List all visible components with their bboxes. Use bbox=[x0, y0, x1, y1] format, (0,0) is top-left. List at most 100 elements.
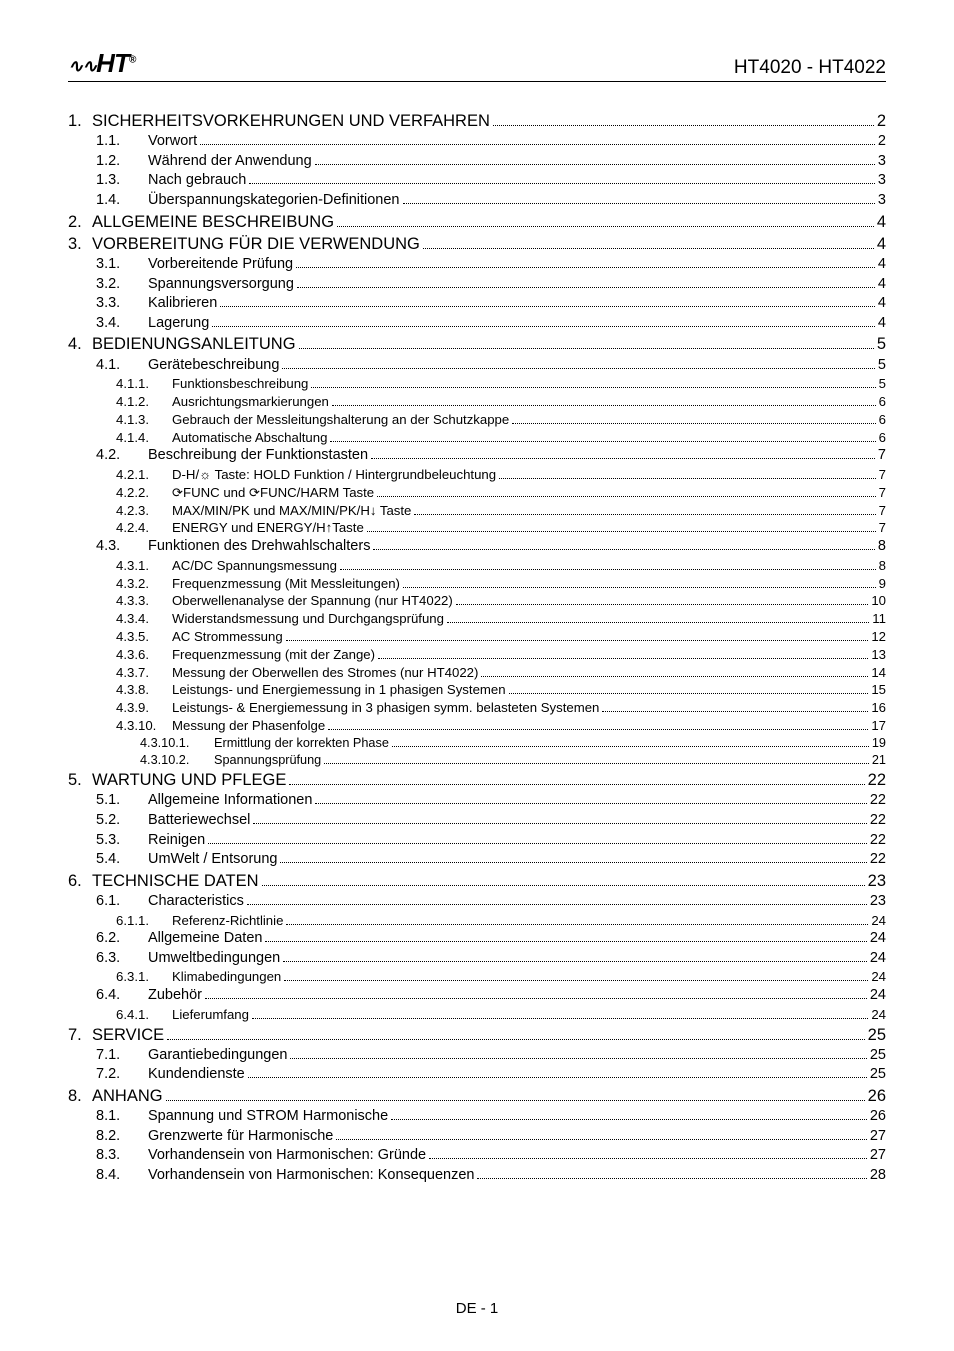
toc-entry-title: Frequenzmessung (Mit Messleitungen) bbox=[172, 575, 400, 593]
toc-entry-number: 2. bbox=[68, 211, 92, 233]
toc-entry-page: 14 bbox=[871, 664, 886, 682]
toc-entry-title: BEDIENUNGSANLEITUNG bbox=[92, 333, 296, 355]
toc-entry-title: Funktionen des Drehwahlschalters bbox=[148, 537, 370, 557]
toc-entry-title: Ermittlung der korrekten Phase bbox=[214, 735, 389, 752]
toc-leader-dots bbox=[499, 478, 876, 479]
toc-entry-page: 7 bbox=[879, 484, 886, 502]
toc-entry-page: 3 bbox=[878, 152, 886, 172]
toc-leader-dots bbox=[378, 658, 868, 659]
toc-leader-dots bbox=[403, 587, 876, 588]
toc-entry-page: 7 bbox=[878, 446, 886, 466]
toc-entry: 1.SICHERHEITSVORKEHRUNGEN UND VERFAHREN2 bbox=[68, 110, 886, 132]
toc-entry-number: 4.2.4. bbox=[116, 519, 172, 537]
toc-leader-dots bbox=[200, 144, 875, 145]
toc-entry-page: 24 bbox=[870, 949, 886, 969]
toc-entry-page: 17 bbox=[871, 717, 886, 735]
toc-entry-number: 4.3.10.2. bbox=[140, 752, 214, 769]
toc-entry-title: Messung der Phasenfolge bbox=[172, 717, 325, 735]
toc-entry-number: 5.1. bbox=[96, 791, 148, 811]
toc-entry-number: 3.3. bbox=[96, 294, 148, 314]
toc-entry: 6.TECHNISCHE DATEN23 bbox=[68, 870, 886, 892]
toc-leader-dots bbox=[392, 746, 869, 747]
toc-entry-title: ALLGEMEINE BESCHREIBUNG bbox=[92, 211, 334, 233]
toc-entry: 4.1.4.Automatische Abschaltung6 bbox=[116, 429, 886, 447]
toc-leader-dots bbox=[328, 729, 868, 730]
logo-wave-icon: ∿∿ bbox=[68, 56, 96, 76]
toc-leader-dots bbox=[205, 998, 867, 999]
toc-leader-dots bbox=[296, 267, 875, 268]
toc-entry-number: 1.1. bbox=[96, 132, 148, 152]
toc-leader-dots bbox=[377, 496, 876, 497]
toc-entry-page: 27 bbox=[870, 1146, 886, 1166]
toc-entry: 4.3.10.1.Ermittlung der korrekten Phase1… bbox=[140, 735, 886, 752]
toc-entry-page: 9 bbox=[879, 575, 886, 593]
toc-entry-title: WARTUNG UND PFLEGE bbox=[92, 769, 286, 791]
toc-entry: 4.3.5.AC Strommessung12 bbox=[116, 628, 886, 646]
toc-entry-title: D-H/☼ Taste: HOLD Funktion / Hintergrund… bbox=[172, 466, 496, 484]
toc-leader-dots bbox=[262, 885, 865, 886]
toc-entry-page: 13 bbox=[871, 646, 886, 664]
toc-entry-number: 4.3.8. bbox=[116, 681, 172, 699]
toc-entry-title: Überspannungskategorien-Definitionen bbox=[148, 191, 400, 211]
toc-entry-page: 24 bbox=[871, 1006, 886, 1024]
toc-leader-dots bbox=[212, 326, 875, 327]
toc-entry: 6.1.1.Referenz-Richtlinie24 bbox=[116, 912, 886, 930]
toc-entry-number: 4.1.2. bbox=[116, 393, 172, 411]
toc-entry-number: 7. bbox=[68, 1024, 92, 1046]
toc-entry-number: 4.3.5. bbox=[116, 628, 172, 646]
toc-entry-title: TECHNISCHE DATEN bbox=[92, 870, 259, 892]
toc-entry-title: Spannung und STROM Harmonische bbox=[148, 1107, 388, 1127]
toc-entry-page: 26 bbox=[868, 1085, 886, 1107]
toc-entry: 5.2.Batteriewechsel22 bbox=[96, 811, 886, 831]
toc-entry-page: 4 bbox=[878, 275, 886, 295]
toc-entry: 8.1.Spannung und STROM Harmonische26 bbox=[96, 1107, 886, 1127]
toc-entry-page: 27 bbox=[870, 1127, 886, 1147]
toc-entry-number: 1.2. bbox=[96, 152, 148, 172]
toc-entry-title: Widerstandsmessung und Durchgangsprüfung bbox=[172, 610, 444, 628]
brand-logo: ∿∿HT® bbox=[68, 48, 135, 79]
toc-entry-number: 4.3.9. bbox=[116, 699, 172, 717]
toc-entry-number: 4.3.6. bbox=[116, 646, 172, 664]
toc-entry: 6.2.Allgemeine Daten24 bbox=[96, 929, 886, 949]
toc-leader-dots bbox=[391, 1119, 867, 1120]
toc-entry-page: 4 bbox=[877, 233, 886, 255]
toc-entry-title: Reinigen bbox=[148, 831, 205, 851]
toc-entry-number: 4.3.10.1. bbox=[140, 735, 214, 752]
toc-leader-dots bbox=[249, 183, 875, 184]
toc-leader-dots bbox=[324, 763, 869, 764]
toc-entry: 7.1.Garantiebedingungen25 bbox=[96, 1046, 886, 1066]
toc-entry-number: 8.2. bbox=[96, 1127, 148, 1147]
toc-entry: 4.3.7.Messung der Oberwellen des Stromes… bbox=[116, 664, 886, 682]
toc-entry: 3.1.Vorbereitende Prüfung4 bbox=[96, 255, 886, 275]
toc-leader-dots bbox=[248, 1077, 867, 1078]
toc-entry: 4.3.2.Frequenzmessung (Mit Messleitungen… bbox=[116, 575, 886, 593]
toc-entry-page: 10 bbox=[871, 592, 886, 610]
toc-leader-dots bbox=[477, 1178, 866, 1179]
toc-entry-number: 4.3. bbox=[96, 537, 148, 557]
toc-entry-title: Grenzwerte für Harmonische bbox=[148, 1127, 333, 1147]
toc-leader-dots bbox=[423, 248, 874, 249]
toc-entry-title: Spannungsprüfung bbox=[214, 752, 321, 769]
toc-entry-number: 6. bbox=[68, 870, 92, 892]
toc-entry-page: 4 bbox=[878, 314, 886, 334]
page-footer: DE - 1 bbox=[0, 1300, 954, 1317]
toc-entry-page: 4 bbox=[878, 255, 886, 275]
toc-entry: 3.2.Spannungsversorgung 4 bbox=[96, 275, 886, 295]
toc-entry-page: 6 bbox=[879, 429, 886, 447]
toc-entry-page: 22 bbox=[870, 811, 886, 831]
toc-leader-dots bbox=[282, 368, 875, 369]
toc-entry-page: 4 bbox=[877, 211, 886, 233]
toc-entry-title: Spannungsversorgung bbox=[148, 275, 294, 295]
toc-leader-dots bbox=[252, 1018, 868, 1019]
toc-entry-title: Batteriewechsel bbox=[148, 811, 250, 831]
toc-entry: 3.4.Lagerung4 bbox=[96, 314, 886, 334]
toc-entry-page: 24 bbox=[870, 929, 886, 949]
toc-entry-number: 1. bbox=[68, 110, 92, 132]
toc-entry-title: AC Strommessung bbox=[172, 628, 283, 646]
toc-entry: 6.4.Zubehör24 bbox=[96, 986, 886, 1006]
toc-entry-number: 3.2. bbox=[96, 275, 148, 295]
toc-entry-page: 11 bbox=[872, 610, 886, 628]
toc-entry-page: 2 bbox=[877, 110, 886, 132]
toc-entry-title: Vorwort bbox=[148, 132, 197, 152]
toc-leader-dots bbox=[208, 843, 867, 844]
